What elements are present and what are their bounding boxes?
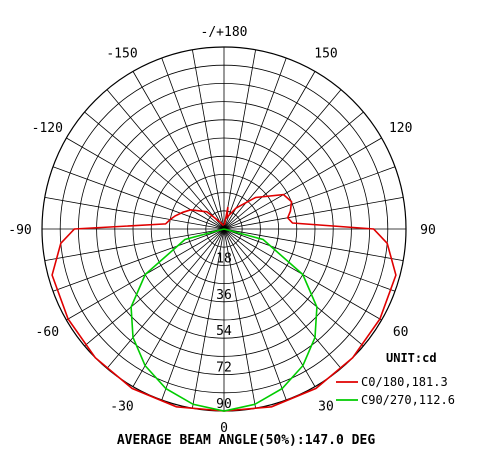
angle-label: -/+180 — [201, 25, 248, 40]
data-curves — [51, 193, 397, 412]
grid-ring — [150, 155, 298, 303]
angle-label: -90 — [8, 223, 31, 238]
angle-label: -30 — [110, 400, 133, 415]
grid-ring — [132, 137, 316, 321]
legend: C0/180,181.3 C90/270,112.6 — [336, 375, 455, 407]
angle-label: 60 — [393, 325, 409, 340]
radial-tick-label: 36 — [216, 288, 232, 303]
angle-label: 0 — [220, 421, 228, 436]
angle-labels: -/+180 150 120 90 60 30 0 -30 -60 -90 -120 -150 — [8, 25, 436, 436]
unit-label: UNIT:cd — [386, 351, 437, 365]
angle-label: -60 — [36, 325, 59, 340]
legend-label: C90/270,112.6 — [361, 393, 455, 407]
angle-label: 150 — [314, 46, 337, 61]
legend-label: C0/180,181.3 — [361, 375, 448, 389]
beam-angle-footer: AVERAGE BEAM ANGLE(50%):147.0 DEG — [117, 433, 375, 448]
radial-tick-label: 54 — [216, 324, 232, 339]
grid-ring — [187, 192, 261, 266]
grid-ring — [205, 210, 243, 248]
radial-tick-labels: 18 36 54 72 90 — [216, 251, 232, 412]
grid-ring — [168, 173, 279, 284]
radial-tick-label: 18 — [216, 251, 232, 266]
series-curve-1 — [51, 193, 397, 412]
grid-ring — [59, 64, 389, 394]
angle-label: 90 — [420, 223, 436, 238]
angle-label: 120 — [389, 121, 412, 136]
series-curve-2 — [130, 228, 318, 412]
angle-label: -120 — [32, 121, 63, 136]
radial-tick-label: 72 — [216, 361, 232, 376]
radial-tick-label: 90 — [216, 397, 232, 412]
grid-ring — [96, 101, 352, 357]
angle-label: -150 — [106, 46, 137, 61]
grid-ring — [114, 119, 334, 339]
angle-label: 30 — [318, 400, 334, 415]
